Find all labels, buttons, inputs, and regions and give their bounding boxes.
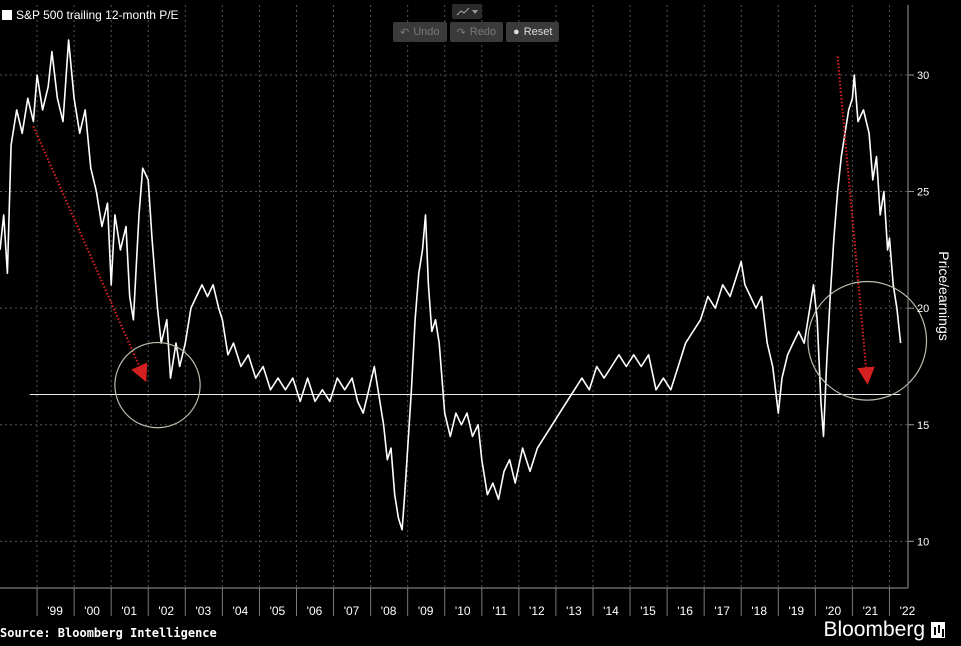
- chart-type-button[interactable]: [452, 4, 482, 19]
- y-tick-label: 30: [917, 70, 929, 82]
- reset-icon: ●: [513, 26, 520, 38]
- undo-button[interactable]: ↶ Undo: [393, 22, 447, 42]
- y-axis-label: Price/earnings: [936, 251, 952, 341]
- undo-label: Undo: [413, 26, 440, 38]
- x-tick-label: '19: [788, 604, 804, 618]
- x-tick-label: '18: [751, 604, 767, 618]
- x-tick-label: '13: [566, 604, 582, 618]
- x-tick-label: '06: [307, 604, 323, 618]
- x-tick-label: '09: [418, 604, 434, 618]
- x-tick-label: '17: [714, 604, 730, 618]
- x-tick-label: '05: [270, 604, 286, 618]
- redo-button[interactable]: ↷ Redo: [449, 22, 504, 42]
- highlight-circle: [114, 341, 201, 429]
- y-tick-label: 10: [917, 536, 929, 548]
- x-tick-label: '04: [233, 604, 249, 618]
- x-tick-label: '99: [47, 604, 63, 618]
- y-axis: 10 15 20 25 30: [907, 5, 929, 588]
- x-tick-label: '14: [603, 604, 619, 618]
- series-group: [0, 39, 902, 531]
- x-tick-label: '01: [121, 604, 137, 618]
- redo-label: Redo: [469, 26, 497, 38]
- x-tick-label: '07: [344, 604, 360, 618]
- x-tick-label: '00: [84, 604, 100, 618]
- x-tick-label: '10: [455, 604, 471, 618]
- x-tick-label: '16: [677, 604, 693, 618]
- y-tick-label: 15: [917, 420, 929, 432]
- bloomberg-brand: Bloomberg: [823, 618, 945, 642]
- annotations-group: [32, 56, 928, 429]
- x-tick-label: '20: [826, 604, 842, 618]
- undo-icon: ↶: [400, 26, 410, 39]
- y-tick-label: 20: [917, 303, 929, 315]
- line-chart-icon: [456, 7, 470, 15]
- x-tick-label: '08: [381, 604, 397, 618]
- red-dotted-arrow: [32, 125, 148, 383]
- reset-button[interactable]: ● Reset: [506, 22, 560, 42]
- x-axis: '99 '00 '01 '02 '03 '04 '05 '06 '07 '08 '09 '10 '11 '…: [0, 587, 916, 618]
- x-tick-label: '11: [492, 604, 507, 618]
- zoom-toolbar: ↶ Undo ↷ Redo ● Reset: [393, 22, 560, 42]
- source-note: Source: Bloomberg Intelligence: [0, 626, 217, 640]
- y-tick-label: 25: [917, 187, 929, 199]
- reset-label: Reset: [523, 26, 553, 38]
- grid-lines: [0, 5, 908, 588]
- x-tick-label: '21: [863, 604, 879, 618]
- legend-swatch: [2, 10, 12, 20]
- pe-series-line: [0, 39, 902, 531]
- x-tick-label: '22: [900, 604, 916, 618]
- bloomberg-logo-icon: [931, 622, 945, 638]
- x-tick-label: '02: [158, 604, 174, 618]
- legend-label: S&P 500 trailing 12-month P/E: [16, 8, 179, 22]
- x-tick-label: '12: [529, 604, 545, 618]
- x-tick-label: '15: [640, 604, 656, 618]
- chevron-down-icon: [472, 9, 478, 14]
- x-tick-label: '03: [195, 604, 211, 618]
- redo-icon: ↷: [456, 26, 466, 39]
- brand-name: Bloomberg: [823, 618, 925, 641]
- highlight-circle: [807, 280, 928, 401]
- legend[interactable]: S&P 500 trailing 12-month P/E: [2, 8, 179, 22]
